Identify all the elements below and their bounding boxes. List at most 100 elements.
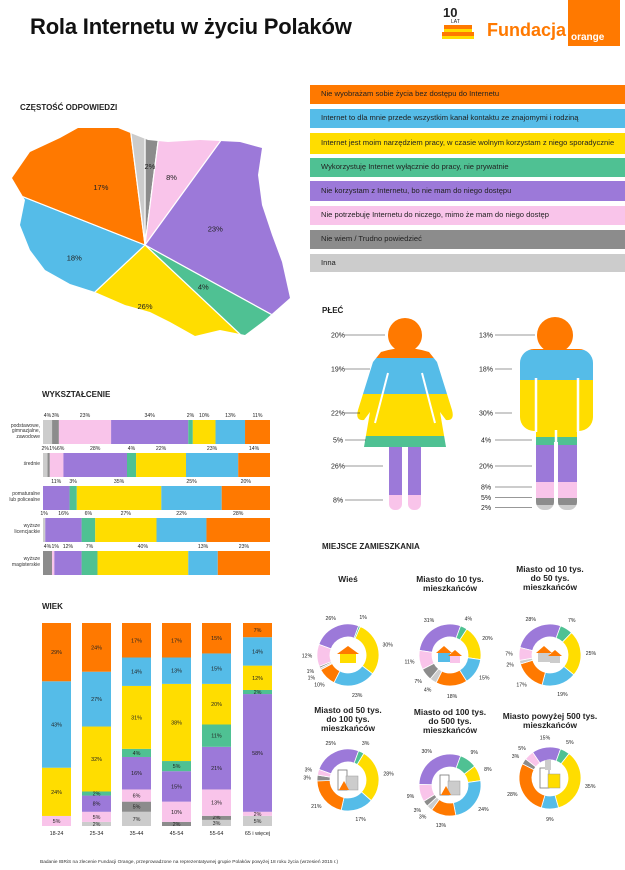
donut-value-label: 4% [424,687,432,693]
donut-value-label: 10% [314,682,325,688]
cake-layer [444,29,472,32]
house-roof [548,650,562,656]
legend-item-o: Nie wyobrażam sobie życia bez dostępu do… [310,85,625,104]
edu-bar-segment-y [136,453,187,477]
legend-label: Internet jest moim narzędziem pracy, w c… [321,138,615,148]
edu-value-label: 7% [86,544,94,550]
age-bar-segment-b [122,657,151,686]
edu-bar-segment-d [43,551,53,575]
age-value-label: 7% [133,817,141,823]
edu-bar-segment-y [95,518,157,542]
donut-title: Miasto do 10 tys. mieszkańców [416,574,484,593]
edu-value-label: 4% [128,446,136,452]
age-value-label: 2% [93,822,101,828]
edu-bar-segment-k [49,453,64,477]
age-bar-segment-b [82,671,111,727]
edu-value-label: 2% [42,446,50,452]
age-value-label: 2% [213,815,221,821]
legend-label: Nie wiem / Trudno powiedzieć [321,234,422,244]
age-value-label: 12% [252,676,263,682]
age-bar-segment-k [82,811,111,822]
orange-logo: orange [568,0,620,46]
age-bar-segment-g [243,689,272,695]
edu-bar-segment-p [111,420,189,444]
donut-value-label: 1% [308,676,316,682]
age-bar-segment-l [243,815,272,826]
edu-bar-segment-p [43,486,70,510]
buildings-icon [439,774,461,796]
age-value-label: 29% [51,650,62,656]
age-bar-segment-o [243,623,272,638]
donut-slice-o [519,659,546,686]
buildings-icon [539,760,561,789]
figure-band-o [357,318,453,358]
donut-slice-p [318,623,360,650]
cake-layer [442,32,474,36]
donut-value-label: 5% [566,740,574,746]
age-bar-segment-o [42,623,71,682]
legend-label: Nie korzystam z Internetu, bo nie mam do… [321,185,512,195]
age-value-label: 32% [91,757,102,763]
age-bar-segment-y [202,683,231,725]
edu-value-label: 3% [69,479,77,485]
gender-value-label: 22% [331,411,345,418]
age-bar-segment-g [82,791,111,796]
donut-value-label: 28% [507,792,518,798]
donut-value-label: 15% [540,735,551,741]
age-bar-segment-b [202,653,231,684]
age-value-label: 13% [171,669,182,675]
edu-value-label: 25% [186,479,197,485]
edu-bar-segment-y [192,420,216,444]
edu-value-label: 6% [85,511,93,517]
edu-value-label: 13% [225,413,236,419]
house-roof [436,646,452,653]
edu-bar-segment-b [215,420,246,444]
age-value-label: 10% [171,810,182,816]
buildings-icon [337,769,359,791]
legend-label: Inna [321,257,336,267]
donut-value-label: 25% [325,741,336,747]
donut-title: Miasto powyżej 500 tys. mieszkańców [502,711,598,730]
edu-value-label: 34% [144,413,155,419]
edu-value-label: 22% [176,511,187,517]
gender-value-label: 30% [479,411,493,418]
anniversary-cake-icon: 10 LAT [442,5,474,39]
age-value-label: 24% [91,645,102,651]
section-title-frequency: CZĘSTOŚĆ ODPOWIEDZI [20,103,118,112]
pie-value-label: 17% [93,183,108,192]
pie-slice-o [12,128,146,246]
edu-bar-segment-p [54,551,82,575]
edu-value-label: 23% [207,446,218,452]
age-category-label: 45-54 [170,831,184,837]
poland-map-pie [12,128,290,336]
age-category-label: 25-34 [90,831,104,837]
donut-value-label: 19% [557,692,568,698]
edu-bar-segment-o [238,453,270,477]
edu-bar-segment-d [47,453,50,477]
gender-value-label: 18% [479,367,493,374]
donut-value-label: 1% [307,669,315,675]
donut-value-label: 7% [414,679,422,685]
donut-value-label: 3% [305,768,313,774]
donut-value-label: 8% [484,767,492,773]
donut-value-label: 30% [382,643,393,649]
edu-bar-segment-l [43,518,46,542]
gender-value-label: 8% [481,485,491,492]
age-bar-segment-o [122,623,151,658]
age-bar-segment-k [243,811,272,816]
legend-item-d: Nie wiem / Trudno powiedzieć [310,230,625,249]
house-roof [536,646,552,653]
age-bar-segment-y [162,683,191,762]
edu-bar-segment-g [69,486,77,510]
donut-value-label: 1% [359,615,367,621]
age-value-label: 20% [211,702,222,708]
age-category-label: 18-24 [50,831,64,837]
age-value-label: 11% [211,734,222,740]
section-title-residence: MIEJSCE ZAMIESZKANIA [322,542,420,551]
house-wall [450,655,460,663]
edu-row-label: średnie [23,461,40,468]
donut-value-label: 15% [479,675,490,681]
pie-slice-p [144,128,290,336]
donut-value-label: 31% [424,618,435,624]
pie-value-label: 8% [166,173,177,182]
